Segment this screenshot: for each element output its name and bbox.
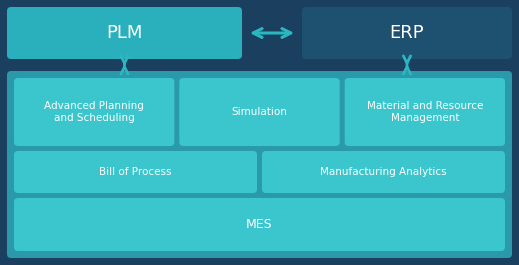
FancyBboxPatch shape bbox=[180, 78, 339, 146]
Text: Bill of Process: Bill of Process bbox=[99, 167, 172, 177]
FancyBboxPatch shape bbox=[14, 151, 257, 193]
Text: MES: MES bbox=[246, 218, 273, 231]
FancyBboxPatch shape bbox=[7, 71, 512, 258]
FancyBboxPatch shape bbox=[345, 78, 505, 146]
Text: Manufacturing Analytics: Manufacturing Analytics bbox=[320, 167, 447, 177]
Text: Material and Resource
Management: Material and Resource Management bbox=[366, 101, 483, 123]
FancyBboxPatch shape bbox=[7, 7, 242, 59]
Text: Advanced Planning
and Scheduling: Advanced Planning and Scheduling bbox=[44, 101, 144, 123]
Text: Simulation: Simulation bbox=[231, 107, 288, 117]
FancyBboxPatch shape bbox=[302, 7, 512, 59]
FancyBboxPatch shape bbox=[14, 78, 174, 146]
Text: PLM: PLM bbox=[106, 24, 143, 42]
FancyBboxPatch shape bbox=[14, 198, 505, 251]
Text: ERP: ERP bbox=[390, 24, 425, 42]
FancyBboxPatch shape bbox=[262, 151, 505, 193]
